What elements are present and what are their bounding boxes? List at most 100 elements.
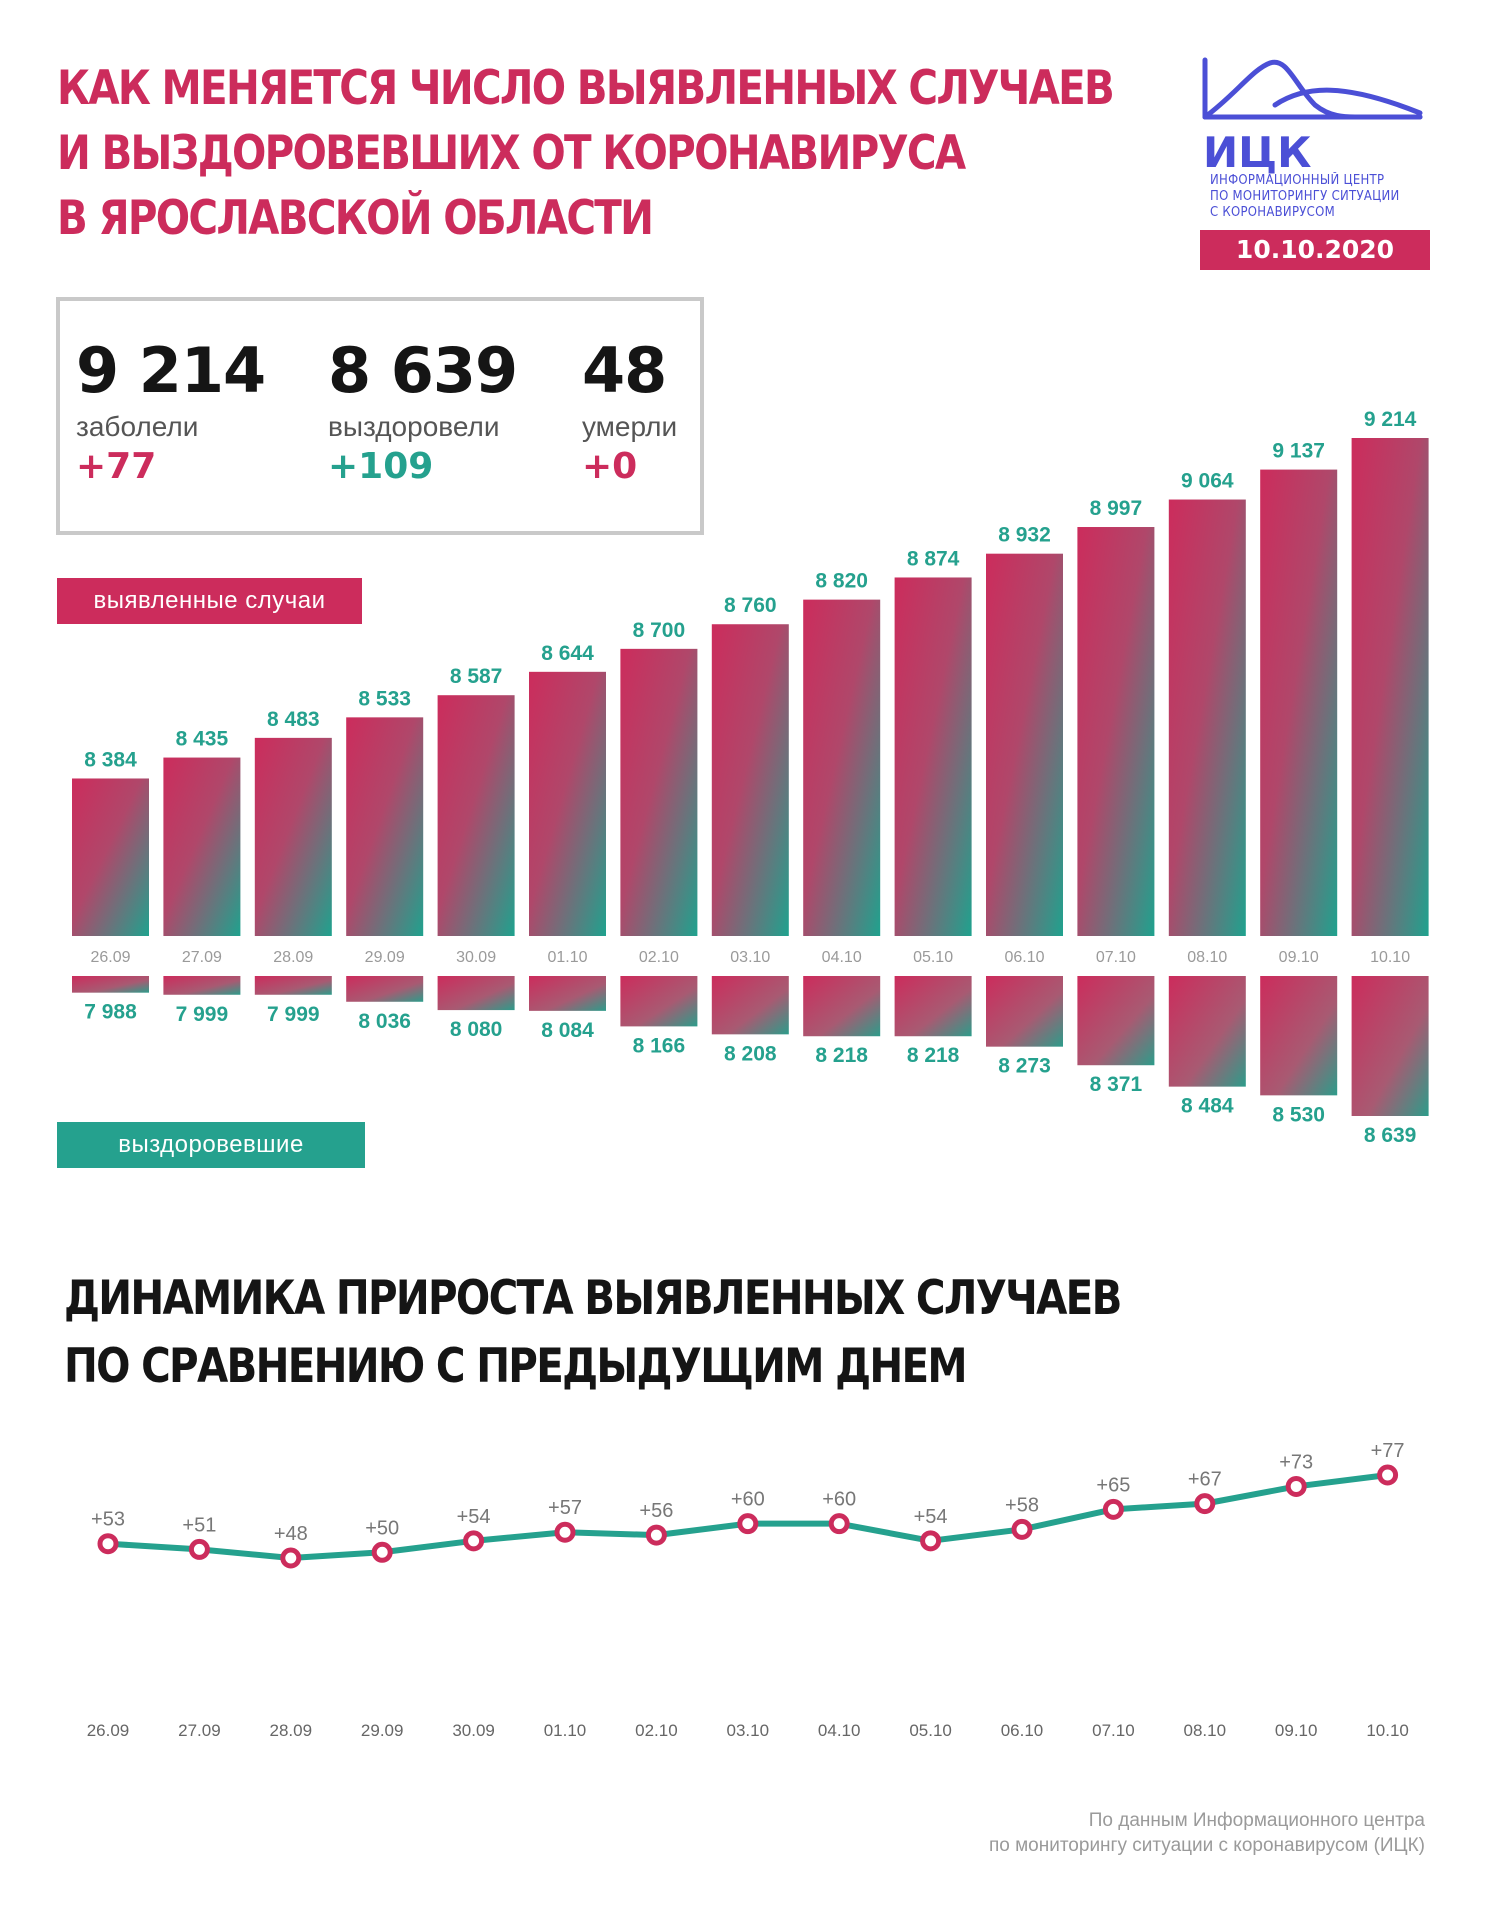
recovered-bar-label: 8 484 [1181,1095,1234,1118]
x-tick-label: 27.09 [178,1721,221,1740]
growth-point [1011,1518,1033,1540]
stat-recovered: 8 639 выздоровели +109 [328,334,518,490]
stat-infected-value: 9 214 [76,334,266,407]
recovered-bar-label: 8 639 [1364,1124,1417,1147]
x-tick-label: 09.10 [1275,1721,1318,1740]
recovered-bar-label: 8 080 [450,1018,503,1041]
x-tick-label: 10.10 [1366,1721,1409,1740]
growth-value-label: +54 [914,1506,948,1528]
cases-bar-label: 8 587 [450,665,503,688]
growth-point [828,1513,850,1535]
title-line-2: И ВЫЗДОРОВЕВШИХ ОТ КОРОНАВИРУСА [57,126,966,181]
recovered-bar [437,976,515,1011]
source-note: По данным Информационного центра по мони… [825,1808,1425,1858]
x-tick-label: 02.10 [639,949,679,966]
x-tick-label: 26.09 [87,1721,130,1740]
cases-bar-label: 8 700 [633,619,686,642]
recovered-bar [894,976,972,1037]
growth-value-label: +67 [1188,1469,1222,1491]
x-tick-label: 04.10 [822,949,862,966]
recovered-bar-label: 7 999 [267,1003,320,1026]
recovered-bar-label: 7 999 [176,1003,229,1026]
recovered-bar-label: 8 371 [1090,1073,1143,1096]
recovered-bar [1260,976,1338,1096]
x-tick-label: 02.10 [635,1721,678,1740]
cases-bar [254,737,332,936]
cases-bar-label: 8 483 [267,708,320,731]
recovered-bar [1168,976,1246,1087]
recovered-bar-label: 8 084 [541,1019,594,1042]
bar-chart: 8 384 26.09 7 988 8 435 27.09 7 999 8 483 28.09… [72,408,1429,1147]
recovered-bar-label: 8 208 [724,1042,777,1065]
cases-bar [711,624,789,936]
source-line-1: По данным Информационного центра [1088,1810,1425,1831]
stat-recovered-delta: +109 [328,446,434,487]
growth-value-label: +65 [1096,1474,1130,1496]
x-tick-label: 10.10 [1370,949,1410,966]
stat-recovered-value: 8 639 [328,334,518,407]
growth-point [280,1547,302,1569]
section2-title: ДИНАМИКА ПРИРОСТА ВЫЯВЛЕННЫХ СЛУЧАЕВ ПО … [64,1265,1122,1401]
recovered-bar [986,976,1063,1047]
growth-point [737,1513,759,1535]
x-tick-label: 03.10 [730,949,770,966]
recovered-bar [620,976,698,1027]
cases-bar [1168,499,1246,936]
x-tick-label: 28.09 [270,1721,313,1740]
x-tick-label: 07.10 [1092,1721,1135,1740]
logo-sub-line-2: ПО МОНИТОРИНГУ СИТУАЦИИ [1210,189,1400,204]
cases-bar [1351,438,1429,936]
x-tick-label: 06.10 [1001,1721,1044,1740]
recovered-bar [1351,976,1429,1116]
recovered-bar-label: 8 036 [358,1010,411,1033]
growth-value-label: +48 [274,1523,308,1545]
growth-value-label: +56 [639,1500,673,1522]
x-tick-label: 06.10 [1004,949,1044,966]
section2-title-line-2: ПО СРАВНЕНИЮ С ПРЕДЫДУЩИМ ДНЕМ [64,1339,968,1394]
growth-value-label: +60 [822,1489,856,1511]
cases-bar-label: 8 435 [176,728,229,751]
stat-recovered-label: выздоровели [328,411,500,442]
line-chart: +53 26.09 +51 27.09 +48 28.09 +50 29.09 +54 30.09… [87,1440,1409,1740]
logo: ИЦК [1202,57,1423,177]
logo-text: ИЦК [1203,128,1311,177]
growth-point [1102,1498,1124,1520]
cases-bar-label: 9 214 [1364,408,1417,431]
growth-value-label: +57 [548,1497,582,1519]
cases-bar-label: 8 932 [998,524,1051,547]
recovered-bar [163,976,241,995]
x-tick-label: 05.10 [909,1721,952,1740]
stat-deaths-delta: +0 [582,446,638,487]
recovered-bar-label: 8 218 [907,1044,960,1067]
cases-bar [529,671,606,936]
recovered-bar [711,976,789,1035]
growth-point [371,1541,393,1563]
logo-wave-icon [1202,57,1423,120]
growth-point [1194,1493,1216,1515]
recovered-bar [529,976,606,1011]
growth-value-label: +51 [182,1514,216,1536]
cases-bar-label: 8 760 [724,594,777,617]
date-badge: 10.10.2020 [1200,230,1430,270]
stat-infected-delta: +77 [76,446,157,487]
recovered-bar-label: 7 988 [84,1001,137,1024]
growth-value-label: +73 [1279,1451,1313,1473]
cases-bar [803,599,881,936]
growth-point [188,1538,210,1560]
cases-bar [163,757,241,936]
legend-recovered: выздоровевшие [57,1122,365,1168]
x-tick-label: 07.10 [1096,949,1136,966]
stat-deaths: 48 умерли +0 [582,336,677,490]
recovered-bar [346,976,424,1002]
growth-point [97,1533,119,1555]
growth-value-label: +60 [731,1489,765,1511]
cases-bar-label: 8 997 [1090,497,1143,520]
cases-bar-label: 8 384 [84,748,137,771]
recovered-bar-label: 8 166 [633,1034,686,1057]
recovered-bar [1077,976,1155,1066]
stats-box: 9 214 заболели +77 8 639 выздоровели +10… [56,297,704,535]
growth-value-label: +77 [1371,1440,1405,1462]
x-tick-label: 01.10 [547,949,587,966]
legend-cases: выявленные случаи [57,578,362,624]
cases-bar [894,577,972,936]
